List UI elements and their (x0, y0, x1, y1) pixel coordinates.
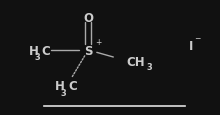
Text: −: − (194, 34, 201, 43)
Text: 3: 3 (147, 63, 152, 72)
Text: 3: 3 (35, 52, 40, 61)
Text: CH: CH (126, 56, 145, 69)
Text: O: O (83, 12, 93, 25)
Text: 3: 3 (61, 88, 67, 97)
Text: +: + (95, 38, 102, 47)
Text: C: C (42, 44, 51, 57)
Text: I: I (189, 40, 194, 52)
Text: C: C (68, 80, 77, 93)
Text: H: H (55, 80, 65, 93)
Text: S: S (84, 44, 92, 57)
Text: H: H (29, 44, 38, 57)
